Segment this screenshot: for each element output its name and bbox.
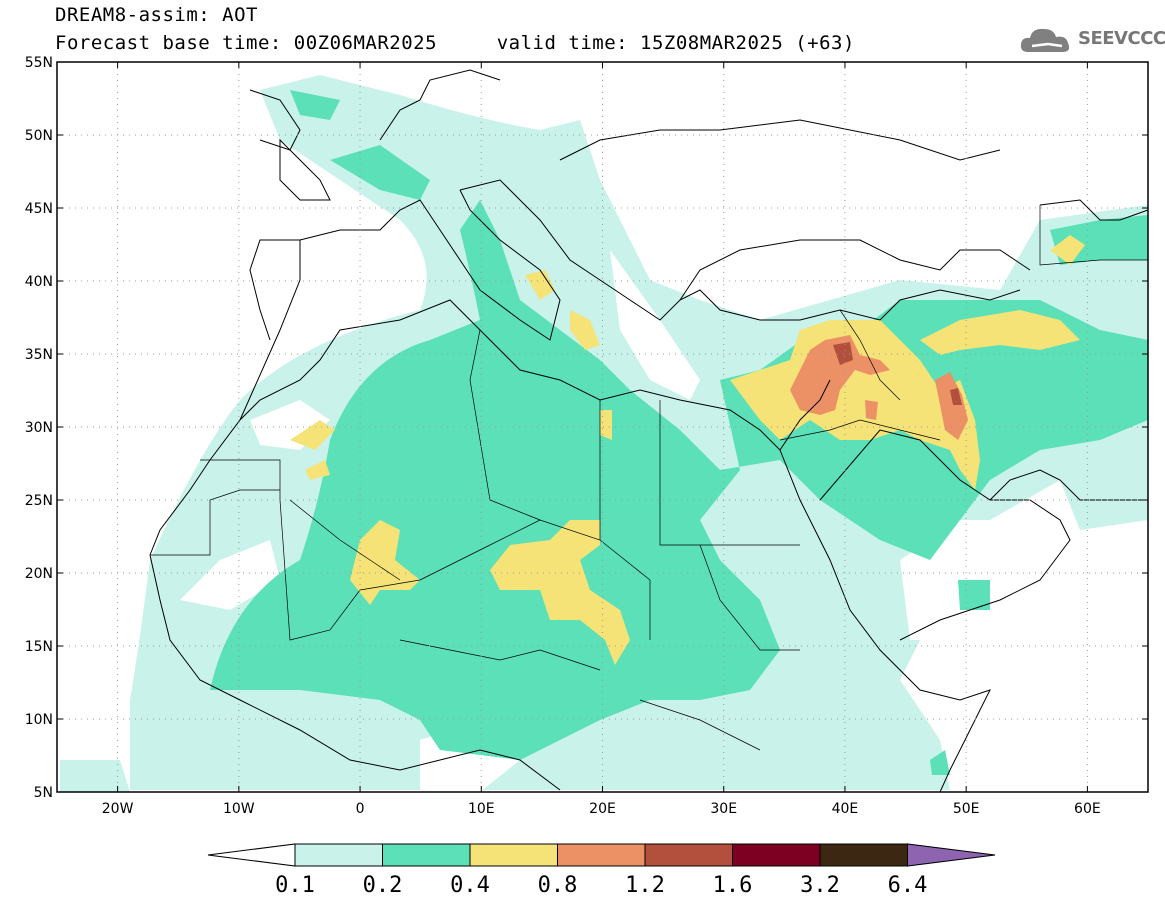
- colorbar-label: 0.8: [538, 873, 578, 898]
- colorbar-label: 6.4: [888, 873, 928, 898]
- lat-tick-label: 40N: [25, 274, 53, 290]
- lon-tick-label: 30E: [710, 801, 737, 817]
- logo-text: SEEVCCC: [1078, 28, 1165, 49]
- colorbar-label: 3.2: [800, 873, 840, 898]
- colorbar-box: [732, 843, 821, 867]
- colorbar-box: [469, 843, 558, 867]
- seevccc-logo: SEEVCCC: [1018, 22, 1165, 58]
- lat-tick-label: 30N: [25, 420, 53, 436]
- axis-ticks: 55N 50N 45N 40N 35N 30N 25N 20N 15N 10N 5N 20W 10W 0 1…: [25, 55, 1148, 817]
- lat-tick-label: 45N: [25, 201, 53, 217]
- colorbar: 0.1 0.2 0.4 0.8 1.2 1.6 3.2 6.4: [207, 843, 996, 898]
- aot-level-0.2: [210, 90, 1148, 775]
- lon-tick-label: 10E: [468, 801, 495, 817]
- lat-tick-label: 35N: [25, 347, 53, 363]
- lat-tick-label: 50N: [25, 128, 53, 144]
- lat-tick-label: 55N: [25, 55, 53, 71]
- lat-tick-label: 25N: [25, 493, 53, 509]
- lon-tick-label: 10W: [223, 801, 255, 817]
- aot-level-0.4: [290, 235, 1085, 665]
- colorbar-label: 0.4: [450, 873, 490, 898]
- colorbar-over-arrow: [907, 843, 996, 867]
- aot-field: [60, 75, 1148, 792]
- colorbar-label: 0.2: [363, 873, 403, 898]
- map-title: DREAM8-assim: AOT: [55, 4, 258, 26]
- colorbar-under-arrow: [207, 843, 296, 867]
- cloud-icon: [1020, 28, 1070, 52]
- colorbar-label: 1.6: [713, 873, 753, 898]
- aot-level-0.8: [790, 335, 968, 440]
- lon-tick-label: 20W: [102, 801, 134, 817]
- lat-tick-label: 10N: [25, 712, 53, 728]
- colorbar-box: [294, 843, 383, 867]
- lon-tick-label: 20E: [589, 801, 616, 817]
- forecast-time-info: Forecast base time: 00Z06MAR2025 valid t…: [55, 32, 855, 54]
- lon-tick-label: 60E: [1074, 801, 1101, 817]
- colorbar-box: [557, 843, 646, 867]
- lat-tick-label: 5N: [34, 785, 53, 801]
- colorbar-label: 0.1: [275, 873, 315, 898]
- colorbar-box: [382, 843, 471, 867]
- lon-tick-label: 40E: [832, 801, 859, 817]
- coastlines: [149, 69, 1148, 792]
- lon-tick-label: 0: [356, 801, 365, 817]
- colorbar-box: [819, 843, 908, 867]
- lat-tick-label: 15N: [25, 639, 53, 655]
- lat-tick-label: 20N: [25, 566, 53, 582]
- colorbar-label: 1.2: [625, 873, 665, 898]
- colorbar-box: [644, 843, 733, 867]
- lon-tick-label: 50E: [953, 801, 980, 817]
